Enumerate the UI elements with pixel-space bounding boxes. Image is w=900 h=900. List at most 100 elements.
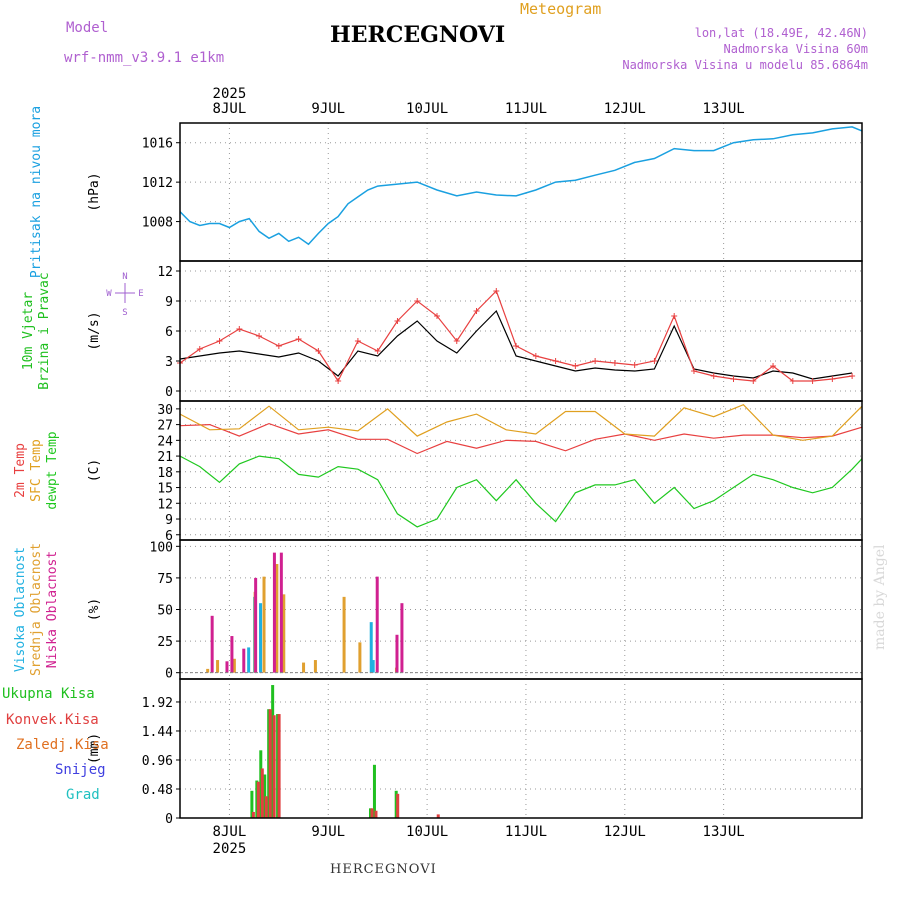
bar-precip-0 bbox=[263, 774, 267, 818]
year-label-top: 2025 bbox=[213, 86, 247, 102]
y-tick-label: 12 bbox=[157, 265, 173, 280]
gust-marker bbox=[770, 363, 777, 369]
x-tick-label-top: 10JUL bbox=[406, 101, 448, 117]
bar-cloud-2 bbox=[242, 648, 246, 673]
bar-cloud-0 bbox=[371, 660, 375, 673]
panel-frame-pressure bbox=[179, 122, 863, 262]
bar-precip-1 bbox=[272, 715, 276, 818]
x-tick-label-top: 12JUL bbox=[604, 101, 646, 117]
gust-marker bbox=[789, 378, 796, 384]
bar-cloud-1 bbox=[275, 564, 279, 673]
bar-cloud-2 bbox=[395, 634, 399, 673]
bar-cloud-0 bbox=[369, 622, 373, 673]
unit-label: (hPa) bbox=[87, 172, 102, 211]
legend-item: Grad bbox=[66, 787, 100, 803]
bar-precip-1 bbox=[256, 781, 260, 818]
y-tick-label: 0 bbox=[165, 667, 173, 682]
gust-marker bbox=[236, 326, 243, 332]
chart-subtitle: Meteogram bbox=[520, 0, 602, 18]
bar-precip-0 bbox=[276, 714, 280, 818]
gust-marker bbox=[651, 358, 658, 364]
panel-title-label: Brzina i Pravac bbox=[37, 272, 52, 389]
y-tick-label: 1008 bbox=[142, 216, 173, 231]
y-tick-label: 100 bbox=[150, 540, 173, 555]
gust-marker bbox=[493, 288, 500, 294]
model-label: Model bbox=[66, 20, 109, 36]
panel-title-label: 10m Vjetar bbox=[21, 292, 36, 370]
y-tick-label: 1012 bbox=[142, 176, 173, 191]
x-tick-label-bottom: 10JUL bbox=[406, 824, 448, 840]
bar-precip-0 bbox=[267, 709, 271, 818]
bar-cloud-2 bbox=[230, 636, 234, 673]
bar-cloud-2 bbox=[400, 603, 404, 673]
gust-marker bbox=[690, 368, 697, 374]
unit-label: (%) bbox=[87, 598, 102, 621]
panel-title-label: dewpt Temp bbox=[45, 431, 60, 509]
model-altitude-label: Nadmorska Visina u modelu 85.6864m bbox=[622, 58, 868, 72]
gust-marker bbox=[315, 348, 322, 354]
lonlat-label: lon,lat (18.49E, 42.46N) bbox=[694, 26, 868, 40]
bar-precip-1 bbox=[396, 793, 400, 818]
bar-cloud-0 bbox=[259, 603, 263, 673]
bar-precip-1 bbox=[370, 808, 374, 818]
bar-precip-1 bbox=[260, 768, 264, 818]
bar-precip-0 bbox=[259, 750, 263, 818]
gust-marker bbox=[275, 343, 282, 349]
gust-marker bbox=[631, 362, 638, 368]
x-tick-label-top: 9JUL bbox=[311, 101, 345, 117]
gust-marker bbox=[572, 363, 579, 369]
unit-label: (mm) bbox=[87, 733, 102, 764]
x-tick-label-bottom: 9JUL bbox=[311, 824, 345, 840]
gust-marker bbox=[453, 338, 460, 344]
legend-item: Zaledj.Kisa bbox=[16, 737, 109, 753]
bar-precip-1 bbox=[436, 814, 440, 818]
page-title: HERCEGNOVI bbox=[330, 22, 506, 48]
y-tick-label: 24 bbox=[157, 434, 173, 449]
y-tick-label: 12 bbox=[157, 497, 173, 512]
gust-marker bbox=[374, 348, 381, 354]
legend-item: Ukupna Kisa bbox=[2, 686, 95, 702]
y-tick-label: 0 bbox=[165, 812, 173, 827]
gust-marker bbox=[532, 353, 539, 359]
x-tick-label-bottom: 13JUL bbox=[703, 824, 745, 840]
gust-marker bbox=[196, 346, 203, 352]
bar-precip-0 bbox=[394, 790, 398, 818]
bar-cloud-2 bbox=[210, 615, 214, 673]
bar-cloud-1 bbox=[282, 594, 286, 673]
bar-cloud-2 bbox=[225, 661, 229, 673]
x-tick-label-bottom: 12JUL bbox=[604, 824, 646, 840]
bar-cloud-1 bbox=[216, 660, 220, 673]
bar-precip-1 bbox=[268, 709, 272, 818]
gust-marker bbox=[295, 336, 302, 342]
y-tick-label: 15 bbox=[157, 482, 173, 497]
gust-marker bbox=[809, 378, 816, 384]
gust-marker bbox=[216, 338, 223, 344]
gust-marker bbox=[433, 313, 440, 319]
unit-label: (m/s) bbox=[87, 311, 102, 350]
x-tick-label-top: 8JUL bbox=[213, 101, 247, 117]
legend-item: Snijeg bbox=[55, 762, 106, 778]
gust-marker bbox=[256, 333, 263, 339]
bar-cloud-1 bbox=[342, 596, 346, 673]
y-tick-label: 1016 bbox=[142, 137, 173, 152]
bar-cloud-1 bbox=[206, 668, 210, 673]
compass-e: E bbox=[138, 289, 143, 299]
gust-marker bbox=[671, 313, 678, 319]
series-line-1-1 bbox=[179, 289, 853, 383]
panel-title-label: SFC Temp bbox=[29, 439, 44, 502]
gust-marker bbox=[354, 338, 361, 344]
y-tick-label: 0.48 bbox=[142, 783, 173, 798]
bar-cloud-2 bbox=[272, 552, 276, 673]
gust-marker bbox=[394, 318, 401, 324]
altitude-label: Nadmorska Visina 60m bbox=[723, 42, 869, 56]
panel-title-label: Visoka Oblacnost bbox=[13, 547, 28, 672]
y-tick-label: 18 bbox=[157, 466, 173, 481]
y-tick-label: 21 bbox=[157, 450, 173, 465]
compass-w: W bbox=[106, 289, 112, 299]
y-tick-label: 9 bbox=[165, 513, 173, 528]
bar-precip-0 bbox=[372, 764, 376, 818]
gust-marker bbox=[473, 308, 480, 314]
bar-cloud-2 bbox=[375, 576, 379, 673]
bar-precip-0 bbox=[250, 790, 254, 818]
